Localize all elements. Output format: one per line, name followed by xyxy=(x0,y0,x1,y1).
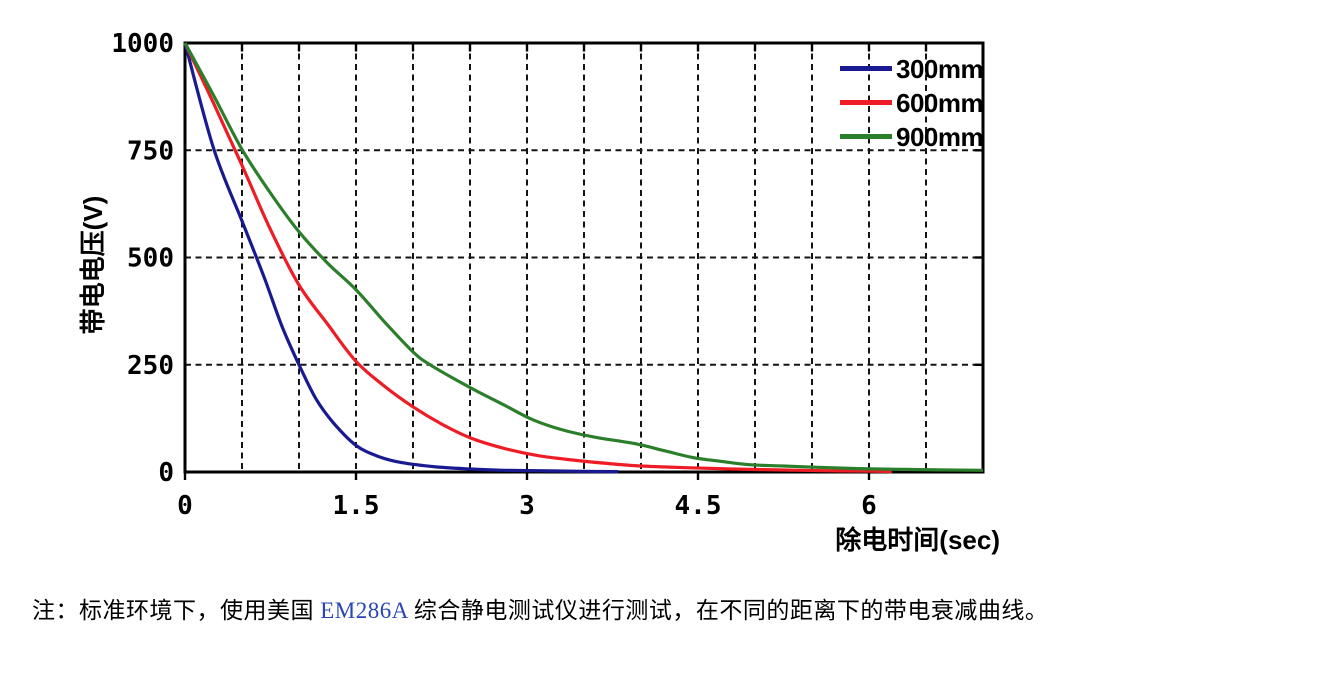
y-tick-label: 750 xyxy=(127,136,174,166)
legend-label-300mm: 300mm xyxy=(896,54,983,84)
legend-label-600mm: 600mm xyxy=(896,88,983,118)
footnote-prefix: 注：标准环境下，使用美国 xyxy=(32,598,321,623)
curves xyxy=(183,42,984,474)
x-axis-title: 除电时间(sec) xyxy=(835,525,1000,555)
y-tick-label: 250 xyxy=(127,351,174,381)
y-tick-label: 0 xyxy=(158,458,174,488)
footnote: 注：标准环境下，使用美国 EM286A 综合静电测试仪进行测试，在不同的距离下的… xyxy=(32,591,1322,625)
legend: 300mm 600mm 900mm xyxy=(840,54,984,152)
x-tick-label: 3 xyxy=(519,491,535,521)
curve-900mm xyxy=(183,42,984,472)
gridlines xyxy=(185,43,983,472)
tick-labels: 0 250 500 750 1000 0 1.5 3 4.5 6 xyxy=(111,29,876,521)
x-tick-label: 0 xyxy=(177,491,193,521)
legend-label-900mm: 900mm xyxy=(896,122,983,152)
x-tick-label: 4.5 xyxy=(675,491,722,521)
curve-300mm xyxy=(183,42,619,474)
curve-600mm xyxy=(183,42,892,474)
x-tick-label: 6 xyxy=(861,491,877,521)
decay-chart: 300mm 600mm 900mm 0 250 500 750 1000 0 1.5 3 4.5 6 除电… xyxy=(78,29,1000,555)
y-axis-title: 带电电压(V) xyxy=(78,196,108,335)
y-tick-label: 1000 xyxy=(111,29,174,59)
footnote-suffix: 综合静电测试仪进行测试，在不同的距离下的带电衰减曲线。 xyxy=(407,598,1049,623)
x-tick-label: 1.5 xyxy=(333,491,380,521)
y-tick-label: 500 xyxy=(127,244,174,274)
axis-ticks xyxy=(183,44,982,480)
footnote-model-code: EM286A xyxy=(320,598,408,623)
